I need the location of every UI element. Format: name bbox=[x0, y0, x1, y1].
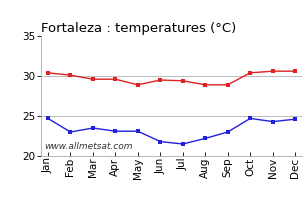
Text: Fortaleza : temperatures (°C): Fortaleza : temperatures (°C) bbox=[41, 22, 236, 35]
Text: www.allmetsat.com: www.allmetsat.com bbox=[44, 142, 132, 151]
